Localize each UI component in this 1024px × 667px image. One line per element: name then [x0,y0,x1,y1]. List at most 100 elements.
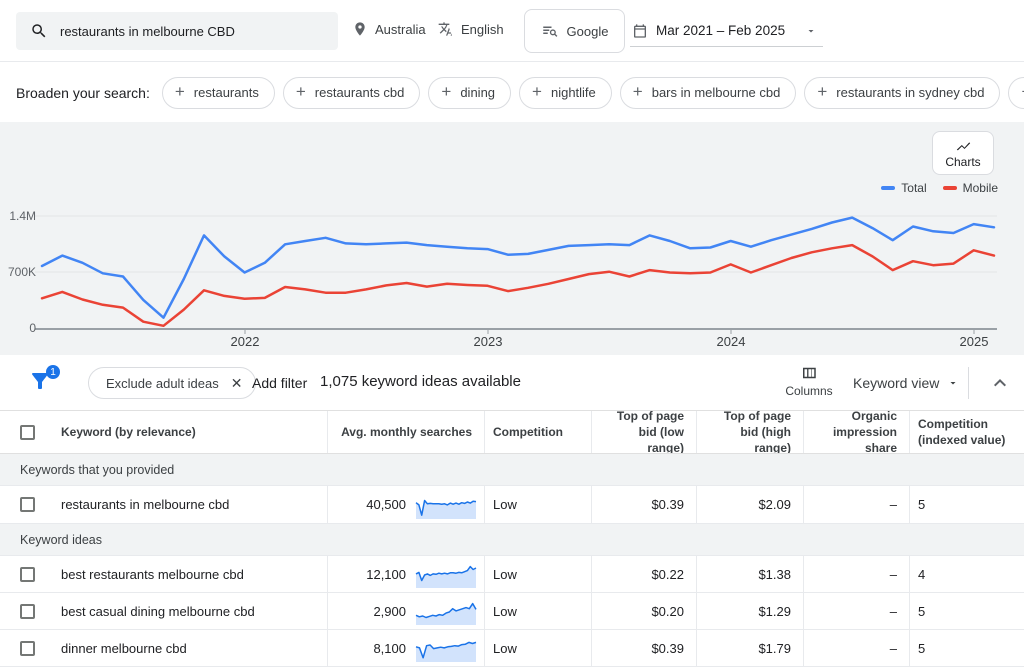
bid-high-value: $1.38 [758,566,791,582]
header-top-bid-high[interactable]: Top of page bid (high range) [697,411,804,453]
filter-toolbar: 1 Exclude adult ideas ✕ Add filter 1,075… [0,356,1024,410]
plus-icon: + [441,82,452,101]
chip-label: nightlife [550,85,596,100]
competition-index-cell: 5 [910,486,1024,523]
charts-button[interactable]: Charts [932,131,994,175]
competition-index-cell: 4 [910,556,1024,592]
plus-icon: + [632,82,643,101]
top-bid-high-cell: $1.79 [697,630,804,666]
header-label: Keyword (by relevance) [61,424,196,439]
top-bid-low-cell: $0.20 [592,593,697,629]
filter-count-badge: 1 [46,365,60,379]
row-checkbox[interactable] [20,566,35,582]
keyword-search-box[interactable] [16,12,338,50]
header-top-bid-low[interactable]: Top of page bid (low range) [592,411,697,453]
chevron-up-icon [994,379,1006,387]
keyword-text: best casual dining melbourne cbd [61,603,255,619]
top-bid-high-cell: $1.38 [697,556,804,592]
location-pin-icon [355,22,365,36]
organic-share-value: – [889,640,897,656]
table-header-row: Keyword (by relevance) Avg. monthly sear… [0,410,1024,454]
top-toolbar: Australia English Google Mar 2021 – Feb … [0,0,1024,62]
keyword-text: dinner melbourne cbd [61,640,187,656]
broaden-chip-bars-in-melbourne-cbd[interactable]: + bars in melbourne cbd [619,76,797,109]
avg-searches-cell: 40,500 [328,486,485,523]
header-avg-monthly-searches[interactable]: Avg. monthly searches [328,411,485,453]
keyword-table: Keyword (by relevance) Avg. monthly sear… [0,410,1024,667]
avg-searches-cell: 2,900 [328,593,485,629]
header-competition[interactable]: Competition [485,411,592,453]
top-bid-low-cell: $0.22 [592,556,697,592]
exclude-adult-ideas-chip[interactable]: Exclude adult ideas ✕ [88,367,257,399]
chevron-down-icon [808,29,814,32]
broaden-chip-restaurants-in-perth-cbd[interactable]: +restaurants in perth cbd [1008,76,1024,109]
search-network-icon [542,26,557,37]
broaden-chip-nightlife[interactable]: + nightlife [519,76,612,109]
competition-index-value: 4 [918,566,926,582]
filter-funnel-button[interactable]: 1 [28,365,60,397]
avg-searches-cell: 8,100 [328,630,485,666]
organic-share-cell: – [804,556,910,592]
competition-value: Low [493,640,517,656]
top-bid-low-cell: $0.39 [592,486,697,523]
row-checkbox[interactable] [20,497,35,512]
avg-searches-value: 12,100 [366,566,406,582]
table-row: best casual dining melbourne cbd 2,900 L… [0,593,1024,630]
calendar-icon [634,23,646,38]
legend-swatch-mobile [942,186,957,190]
broaden-chip-restaurants[interactable]: + restaurants [161,76,275,109]
select-all-checkbox[interactable] [20,424,35,440]
charts-button-label: Charts [945,154,981,169]
broaden-label: Broaden your search: [16,84,150,101]
legend-label: Total [901,181,927,195]
x-tick-label: 2025 [959,334,989,349]
broaden-chip-restaurants-in-sydney-cbd[interactable]: + restaurants in sydney cbd [804,76,1001,109]
broaden-search-bar: Broaden your search: + restaurants + resta… [0,63,1024,122]
header-organic-impression-share[interactable]: Organic impression share [804,411,910,453]
search-network-button[interactable]: Google [524,9,625,53]
plus-icon: + [817,82,828,101]
top-bid-high-cell: $1.29 [697,593,804,629]
y-tick-label: 0 [29,321,36,335]
legend-label: Mobile [962,181,998,195]
trend-line-chart [35,215,997,334]
x-tick-label: 2024 [716,334,746,349]
header-competition-indexed[interactable]: Competition (indexed value) [910,411,1024,453]
keyword-text: best restaurants melbourne cbd [61,566,244,582]
add-filter-button[interactable]: Add filter [252,375,308,391]
search-icon [32,24,46,38]
keyword-ideas-count: 1,075 keyword ideas available [320,373,521,390]
organic-share-cell: – [804,486,910,523]
row-checkbox[interactable] [20,640,35,656]
language-selector[interactable]: English [438,21,504,37]
broaden-chip-dining[interactable]: + dining [428,76,512,109]
collapse-table-button[interactable] [988,371,1012,395]
header-keyword[interactable]: Keyword (by relevance) [0,411,328,453]
plus-icon: + [532,82,542,101]
keyword-cell: restaurants in melbourne cbd [0,486,328,523]
columns-button[interactable]: Columns [785,364,833,398]
view-selector[interactable]: Keyword view [853,375,959,391]
filter-funnel-icon [32,373,48,389]
legend-item-mobile[interactable]: Mobile [942,181,998,195]
competition-value: Low [493,566,517,582]
x-tick-label: 2022 [230,334,260,349]
competition-cell: Low [485,486,592,523]
close-icon[interactable]: ✕ [230,374,243,391]
top-bid-low-cell: $0.39 [592,630,697,666]
competition-index-value: 5 [918,640,926,656]
legend-item-total[interactable]: Total [881,181,927,195]
table-row: dinner melbourne cbd 8,100 Low $0.39 $1.… [0,630,1024,667]
location-label: Australia [375,21,426,37]
organic-share-value: – [889,603,897,619]
date-range-selector[interactable]: Mar 2021 – Feb 2025 [630,15,824,47]
translate-icon [438,22,452,36]
row-checkbox[interactable] [20,603,35,619]
search-input[interactable] [60,23,324,39]
bid-high-value: $1.29 [758,603,791,619]
location-selector[interactable]: Australia [352,21,426,37]
bid-low-value: $0.39 [651,497,684,512]
organic-share-cell: – [804,593,910,629]
broaden-chip-restaurants-cbd[interactable]: + restaurants cbd [282,76,421,109]
language-label: English [461,21,504,37]
